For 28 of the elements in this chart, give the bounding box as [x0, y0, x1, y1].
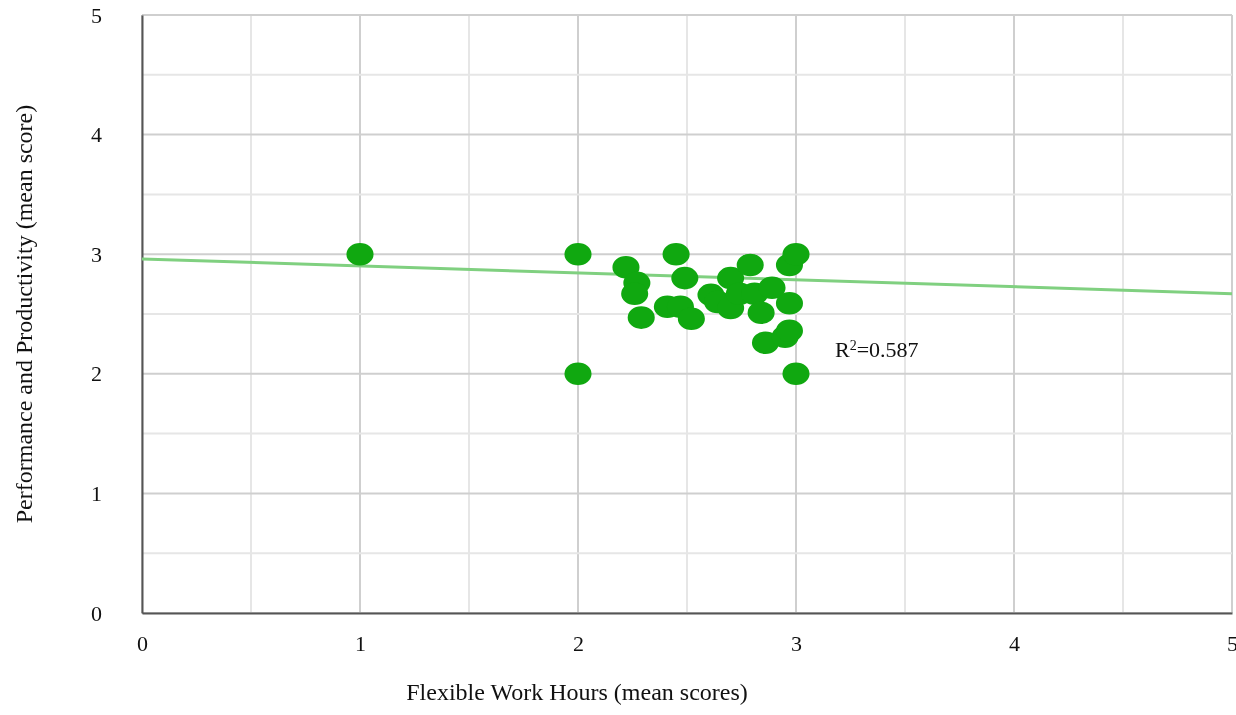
point: [775, 319, 803, 343]
point: [782, 362, 810, 386]
x-tick-label: 1: [355, 630, 366, 656]
y-tick-label: 3: [91, 241, 102, 267]
point: [677, 307, 705, 331]
point: [671, 266, 699, 290]
point: [627, 306, 655, 329]
x-axis-title: Flexible Work Hours (mean scores): [406, 679, 748, 705]
point: [564, 362, 592, 386]
point: [346, 242, 374, 266]
point: [736, 253, 764, 277]
x-tick-label: 2: [573, 630, 584, 656]
y-tick-label: 2: [91, 361, 102, 387]
y-tick-label: 4: [91, 122, 102, 148]
point: [758, 276, 786, 299]
x-tick-label: 4: [1009, 630, 1020, 656]
point: [662, 242, 690, 266]
y-tick-label: 5: [91, 2, 102, 28]
point: [564, 242, 592, 266]
y-axis-title: Performance and Productivity (mean score): [11, 104, 37, 524]
annotation: R$^{2}$=0.587: [835, 337, 919, 362]
y-tick-label: 1: [91, 480, 102, 506]
point: [747, 301, 775, 325]
y-tick-label: 0: [91, 600, 102, 626]
point: [775, 291, 803, 315]
point: [782, 242, 810, 266]
x-tick-label: 0: [137, 630, 148, 656]
x-tick-label: 3: [791, 630, 802, 656]
